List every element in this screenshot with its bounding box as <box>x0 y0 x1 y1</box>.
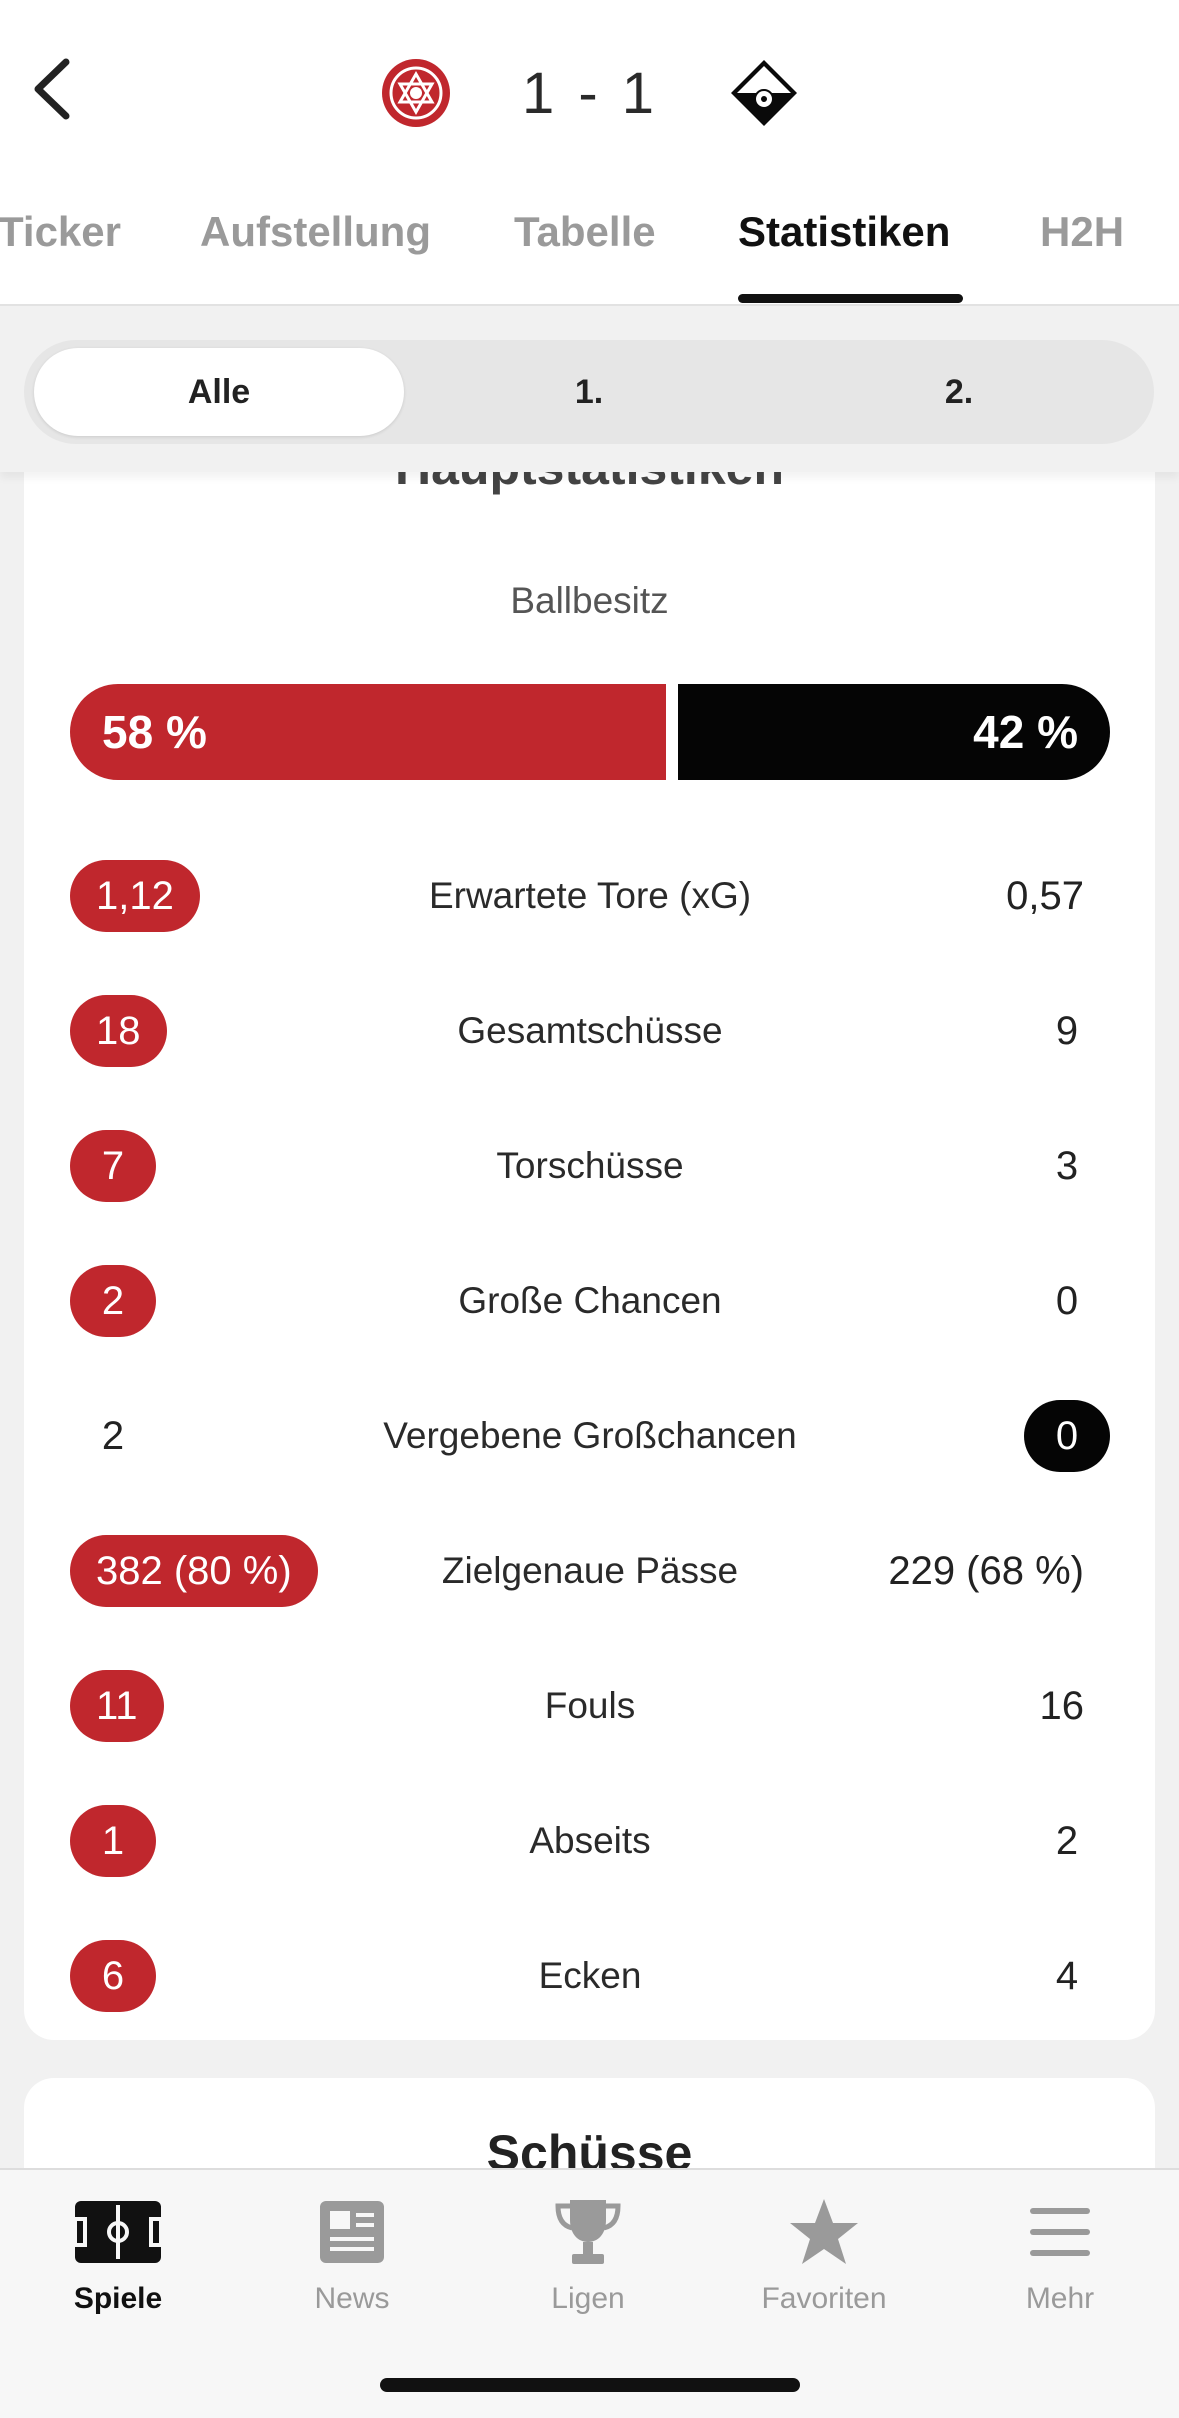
stat-away-value: 9 <box>1055 1008 1079 1053</box>
stat-away-value: 0 <box>1024 1400 1110 1472</box>
stat-away-value: 2 <box>1055 1818 1079 1863</box>
tabbar-item-news[interactable]: News <box>252 2192 452 2332</box>
stat-home-value: 1,12 <box>70 860 200 932</box>
stat-away-value: 229 (68 %) <box>888 1548 1084 1593</box>
stat-row: Ecken 6 4 <box>70 1940 1110 2012</box>
tab-statistiken[interactable]: Statistiken <box>738 208 951 255</box>
bottom-tab-bar: Spiele News Ligen <box>0 2168 1179 2418</box>
trophy-icon <box>540 2192 636 2272</box>
possession-label: Ballbesitz <box>510 580 669 621</box>
stat-row: Torschüsse 7 3 <box>70 1130 1110 1202</box>
tabbar-item-ligen[interactable]: Ligen <box>488 2192 688 2332</box>
stat-row: Fouls 11 16 <box>70 1670 1110 1742</box>
stat-away-value: 3 <box>1055 1143 1079 1188</box>
stat-label: Fouls <box>544 1685 636 1726</box>
chevron-left-icon <box>34 58 70 120</box>
stat-home-value: 6 <box>70 1940 156 2012</box>
star-icon <box>776 2192 872 2272</box>
newspaper-icon <box>304 2192 400 2272</box>
stat-away-value: 0 <box>1055 1278 1079 1323</box>
possession-away-bar: 42 % <box>678 684 1110 780</box>
stat-home-value: 7 <box>70 1130 156 1202</box>
tabbar-item-mehr[interactable]: Mehr <box>960 2192 1160 2332</box>
stat-row: Gesamtschüsse 18 9 <box>70 995 1110 1067</box>
stat-row: Erwartete Tore (xG) 1,12 0,57 <box>70 860 1110 932</box>
stat-label: Zielgenaue Pässe <box>441 1550 739 1591</box>
away-team-logo[interactable] <box>728 57 800 129</box>
tab-tabelle[interactable]: Tabelle <box>514 208 656 255</box>
match-tabs: Ticker Aufstellung Tabelle Statistiken H… <box>0 190 1179 306</box>
stat-home-value: 382 (80 %) <box>70 1535 318 1607</box>
stat-row: Große Chancen 2 0 <box>70 1265 1110 1337</box>
score-row: 1 - 1 <box>380 48 800 138</box>
period-filter-bar: Alle 1. 2. <box>0 306 1179 472</box>
stat-row: Zielgenaue Pässe 382 (80 %) 229 (68 %) <box>70 1535 1110 1607</box>
stat-away-value: 0,57 <box>1006 873 1084 918</box>
stat-home-value: 2 <box>101 1413 125 1458</box>
tab-ticker[interactable]: Ticker <box>0 208 121 255</box>
active-tab-indicator <box>738 294 963 303</box>
tab-aufstellung[interactable]: Aufstellung <box>200 208 431 255</box>
main-stats-card: Hauptstatistiken Ballbesitz 58 % 42 % Er… <box>24 420 1155 2040</box>
tabbar-label: News <box>314 2282 390 2315</box>
home-team-logo[interactable] <box>380 57 452 129</box>
tabbar-label: Ligen <box>551 2282 625 2315</box>
stat-label: Ecken <box>538 1955 642 1996</box>
stat-label: Große Chancen <box>458 1280 722 1321</box>
match-score: 1 - 1 <box>521 60 659 126</box>
stat-home-value: 1 <box>70 1805 156 1877</box>
period-segmented-control: Alle 1. 2. <box>24 340 1154 444</box>
stat-label: Erwartete Tore (xG) <box>428 875 752 916</box>
possession-home-bar: 58 % <box>70 684 666 780</box>
stat-row: Abseits 1 2 <box>70 1805 1110 1877</box>
pitch-icon <box>70 2192 166 2272</box>
stat-away-value: 4 <box>1055 1953 1079 1998</box>
stat-label: Abseits <box>529 1820 651 1861</box>
match-header: 1 - 1 Ticker Aufstellung Tabelle Statist… <box>0 0 1179 306</box>
stat-home-value: 18 <box>70 995 167 1067</box>
tabbar-label: Spiele <box>73 2282 163 2315</box>
stat-home-value: 11 <box>70 1670 164 1742</box>
stat-label: Torschüsse <box>496 1145 684 1186</box>
possession-home-value: 58 % <box>102 706 207 758</box>
home-indicator <box>380 2378 800 2392</box>
possession-away-value: 42 % <box>973 706 1078 758</box>
stat-label: Vergebene Großchancen <box>383 1415 797 1456</box>
stat-row: Vergebene Großchancen 2 0 <box>70 1400 1110 1472</box>
back-button[interactable] <box>22 56 82 122</box>
stat-label: Gesamtschüsse <box>457 1010 723 1051</box>
menu-icon <box>1012 2192 1108 2272</box>
tabbar-label: Mehr <box>1025 2282 1095 2315</box>
segment-second-half[interactable]: 2. <box>944 372 974 411</box>
segment-all[interactable]: Alle <box>34 348 404 436</box>
tabbar-item-favoriten[interactable]: Favoriten <box>724 2192 924 2332</box>
tabbar-label: Favoriten <box>761 2282 887 2315</box>
tabbar-item-spiele[interactable]: Spiele <box>18 2192 218 2332</box>
stat-away-value: 16 <box>1039 1683 1085 1728</box>
tab-h2h[interactable]: H2H <box>1040 208 1125 255</box>
segment-first-half[interactable]: 1. <box>574 372 604 411</box>
stat-home-value: 2 <box>70 1265 156 1337</box>
